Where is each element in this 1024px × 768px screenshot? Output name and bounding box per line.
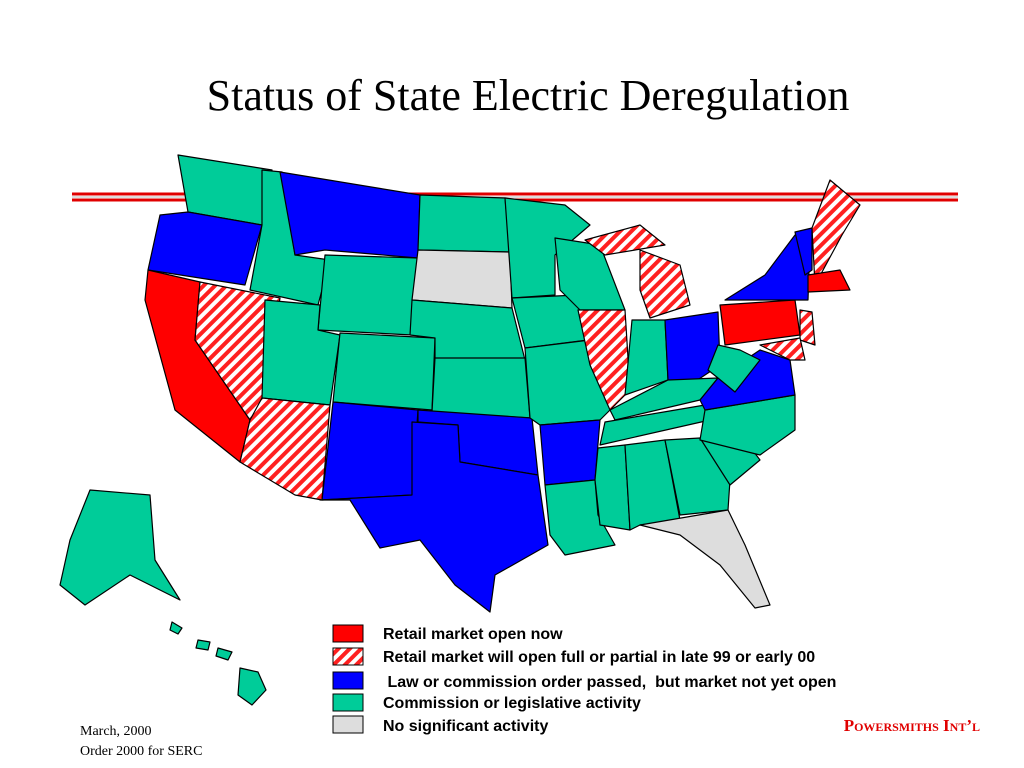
slide-title: Status of State Electric Deregulation [207,71,850,120]
legend-swatch [332,693,364,712]
legend-swatch [332,715,364,734]
legend: Retail market open now Retail market wil… [332,624,836,735]
legend-swatch [332,624,364,643]
legend-label: No significant activity [383,718,548,735]
legend-label: Law or commission order passed, but mark… [383,674,836,691]
footer-source: Order 2000 for SERC [80,744,203,759]
legend-swatch [332,671,364,690]
legend-label: Retail market will open full or partial … [383,649,815,666]
legend-swatch [332,647,364,666]
brand: Powersmiths Int’l [844,716,980,735]
legend-label: Commission or legislative activity [383,695,641,712]
us-map [59,154,861,706]
legend-label: Retail market open now [383,626,563,643]
footer-date: March, 2000 [80,724,152,739]
